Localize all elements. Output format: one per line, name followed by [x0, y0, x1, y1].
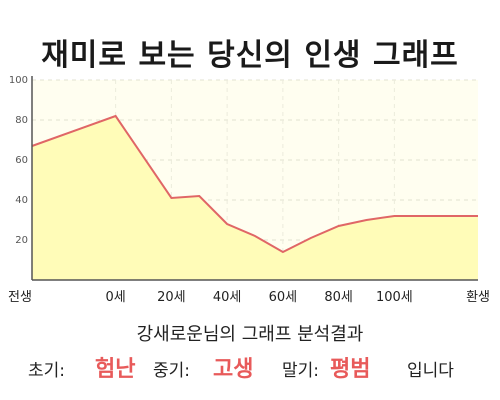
result-line: 초기: 험난 중기: 고생 말기: 평범 입니다: [0, 348, 500, 382]
y-tick-label: 100: [9, 75, 28, 86]
analysis-summary: 강새로운님의 그래프 분석결과: [136, 324, 364, 345]
x-tick-label: 환생: [466, 290, 490, 305]
early-value: 험난: [95, 357, 136, 382]
x-tick-label: 40세: [213, 290, 242, 305]
y-tick-label: 60: [15, 155, 28, 166]
x-tick-label: 60세: [269, 290, 298, 305]
x-tick-labels: 전생 0세 20세 40세 60세 80세 100세 환생: [8, 290, 490, 305]
x-tick-label: 0세: [106, 290, 126, 305]
y-tick-labels: 20 40 60 80 100: [9, 75, 28, 246]
life-graph-chart: 20 40 60 80 100 전생 0세 20세 40세 60세 80세 100세 환생: [8, 75, 490, 305]
late-value: 평범: [330, 357, 371, 382]
y-tick-label: 20: [15, 235, 28, 246]
y-tick-label: 40: [15, 195, 28, 206]
y-tick-label: 80: [15, 115, 28, 126]
x-tick-label: 100세: [376, 290, 413, 305]
ending-text: 입니다: [407, 361, 454, 381]
area-fill: [32, 116, 478, 280]
x-tick-label: 20세: [157, 290, 186, 305]
late-label: 말기:: [282, 361, 320, 381]
mid-value: 고생: [213, 357, 254, 382]
x-tick-label: 80세: [324, 290, 353, 305]
x-tick-label: 전생: [8, 290, 32, 305]
page-title: 재미로 보는 당신의 인생 그래프: [41, 38, 459, 73]
early-label: 초기:: [28, 361, 66, 381]
mid-label: 중기:: [153, 361, 191, 381]
series-line: [31, 114, 478, 254]
